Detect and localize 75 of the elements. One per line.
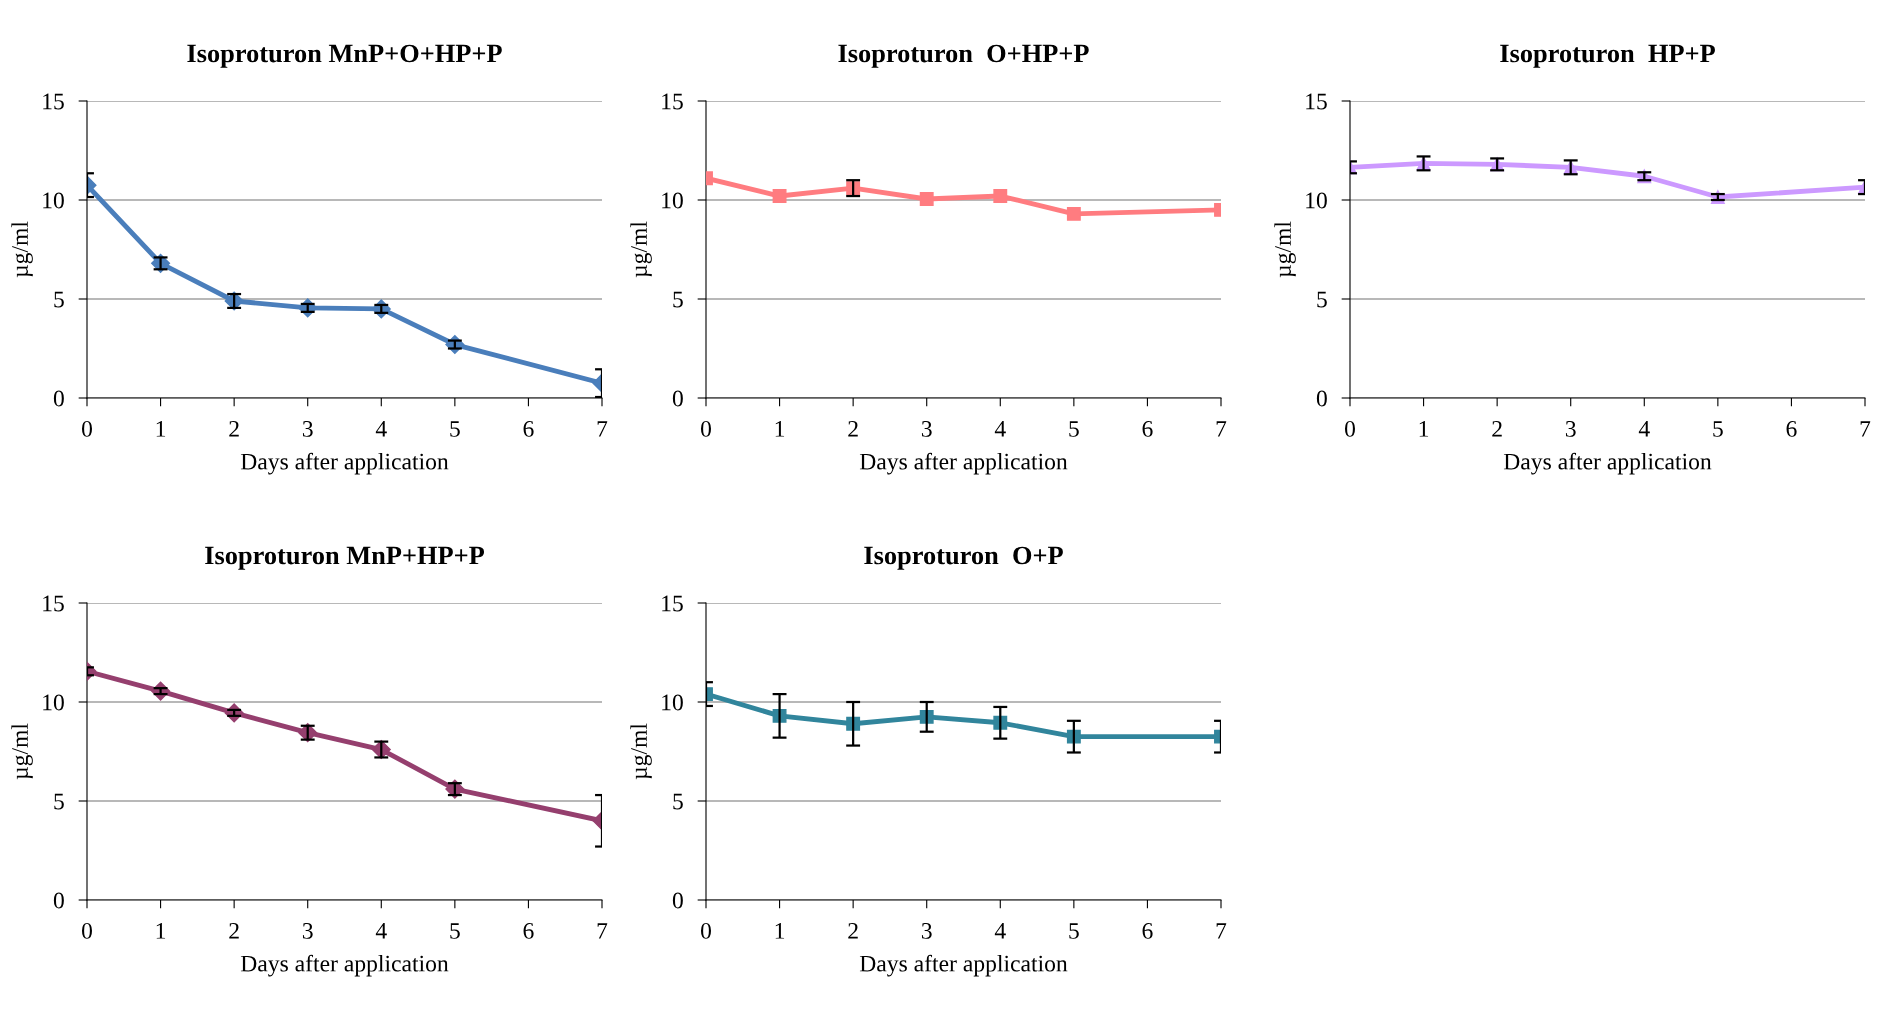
x-tick-label: 5 (450, 923, 460, 939)
chart-title: Isoproturon MnP+HP+P (205, 546, 485, 570)
y-tick-label: 0 (53, 892, 64, 909)
x-tick-label: 7 (1860, 421, 1871, 437)
x-tick-label: 6 (523, 922, 534, 939)
x-tick-label: 5 (1069, 421, 1079, 437)
x-tick-label: 3 (302, 420, 313, 437)
x-tick-label: 7 (597, 421, 608, 437)
y-tick-label: 15 (43, 595, 64, 612)
x-tick-label: 3 (302, 922, 313, 939)
x-tick-label: 4 (1638, 421, 1650, 437)
y-tick-label: 0 (1316, 390, 1327, 407)
x-tick-label: 6 (523, 420, 534, 437)
y-axis-title: µg/ml (11, 723, 33, 780)
x-tick-label: 4 (994, 923, 1006, 939)
y-tick-label: 0 (672, 390, 683, 407)
x-axis-title: Days after application (240, 954, 449, 977)
x-tick-label: 2 (848, 420, 858, 437)
y-tick-label: 15 (1306, 93, 1327, 110)
x-axis-title: Days after application (859, 954, 1068, 977)
x-tick-label: 0 (701, 420, 711, 437)
x-tick-label: 2 (1492, 420, 1502, 437)
y-axis-title: µg/ml (630, 221, 652, 278)
x-tick-label: 2 (229, 922, 239, 939)
x-tick-label: 6 (1142, 420, 1153, 437)
y-tick-label: 5 (673, 291, 683, 308)
y-axis-title: µg/ml (1274, 221, 1296, 278)
x-tick-label: 0 (1345, 420, 1355, 437)
y-tick-label: 15 (662, 93, 683, 110)
x-tick-label: 6 (1786, 420, 1797, 437)
x-tick-label: 7 (1216, 421, 1227, 437)
x-tick-label: 0 (82, 922, 92, 939)
x-tick-label: 1 (775, 421, 785, 437)
y-tick-label: 5 (54, 793, 64, 810)
y-tick-label: 10 (43, 694, 64, 711)
chart-title: Isoproturon MnP+O+HP+P (187, 44, 502, 68)
x-tick-label: 4 (375, 923, 387, 939)
x-axis-title: Days after application (240, 452, 449, 475)
x-tick-label: 3 (921, 420, 932, 437)
y-tick-label: 10 (43, 192, 64, 209)
y-tick-label: 10 (1306, 192, 1327, 209)
chart-title: Isoproturon HP+P (1500, 44, 1715, 68)
y-tick-label: 10 (662, 694, 683, 711)
y-tick-label: 5 (673, 793, 683, 810)
x-tick-label: 2 (229, 420, 239, 437)
y-tick-label: 0 (53, 390, 64, 407)
x-tick-label: 1 (775, 923, 785, 939)
x-tick-label: 5 (1713, 421, 1723, 437)
x-tick-label: 0 (701, 922, 711, 939)
x-tick-label: 2 (848, 922, 858, 939)
x-tick-label: 7 (1216, 923, 1227, 939)
y-tick-label: 0 (672, 892, 683, 909)
y-tick-label: 5 (54, 291, 64, 308)
x-tick-label: 4 (994, 421, 1006, 437)
x-tick-label: 0 (82, 420, 92, 437)
x-tick-label: 1 (156, 923, 166, 939)
y-tick-label: 15 (662, 595, 683, 612)
x-tick-label: 7 (597, 923, 608, 939)
x-tick-label: 4 (375, 421, 387, 437)
x-tick-label: 1 (156, 421, 166, 437)
x-tick-label: 6 (1142, 922, 1153, 939)
x-axis-title: Days after application (859, 452, 1068, 475)
y-tick-label: 5 (1317, 291, 1327, 308)
y-tick-label: 15 (43, 93, 64, 110)
y-axis-title: µg/ml (11, 221, 33, 278)
x-axis-title: Days after application (1503, 452, 1712, 475)
x-tick-label: 5 (1069, 923, 1079, 939)
x-tick-label: 5 (450, 421, 460, 437)
x-tick-label: 3 (921, 922, 932, 939)
chart-title: Isoproturon O+P (864, 546, 1063, 570)
chart-title: Isoproturon O+HP+P (838, 44, 1089, 68)
y-axis-title: µg/ml (630, 723, 652, 780)
y-tick-label: 10 (662, 192, 683, 209)
x-tick-label: 1 (1419, 421, 1429, 437)
x-tick-label: 3 (1565, 420, 1576, 437)
